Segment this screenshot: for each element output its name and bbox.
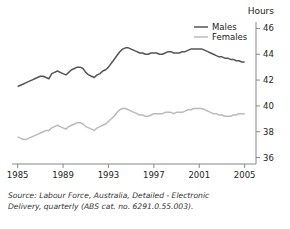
y-tick-label: 36 [263, 153, 274, 163]
x-tick [153, 164, 154, 168]
x-axis: 1985 1989 1993 1997 2001 2005 [7, 164, 256, 180]
y-tick-label: 38 [263, 127, 274, 137]
x-tick-label: 2001 [188, 170, 210, 180]
y-axis-label: Hours [248, 6, 275, 16]
y-tick [256, 131, 260, 132]
legend-swatch [194, 36, 208, 38]
legend-label: Males [212, 22, 237, 32]
y-tick-label: 44 [263, 49, 274, 59]
chart: 1985 1989 1993 1997 2001 2005 36 38 40 42 44 46 Hour… [0, 0, 290, 229]
legend-swatch [194, 26, 208, 28]
y-tick [256, 105, 260, 106]
y-tick [256, 28, 260, 29]
legend-label: Females [212, 32, 248, 42]
series-line [18, 108, 245, 139]
x-tick [244, 164, 245, 168]
y-tick [256, 54, 260, 55]
x-tick-label: 1985 [7, 170, 29, 180]
y-axis-line [256, 22, 257, 164]
x-tick-label: 2005 [234, 170, 256, 180]
y-tick [256, 157, 260, 158]
x-tick-label: 1989 [52, 170, 74, 180]
y-tick-label: 42 [263, 75, 274, 85]
y-tick [256, 80, 260, 81]
x-tick [17, 164, 18, 168]
source-note: Source: Labour Force, Australia, Detaile… [8, 191, 210, 200]
x-tick-label: 1993 [98, 170, 120, 180]
y-tick-label: 46 [263, 23, 274, 33]
legend: MalesFemales [194, 22, 248, 42]
lines [18, 48, 245, 140]
x-tick-label: 1997 [143, 170, 165, 180]
y-axis: 36 38 40 42 44 46 [256, 23, 274, 162]
y-tick-label: 40 [263, 101, 274, 111]
series-line [18, 48, 245, 87]
x-axis-line [12, 164, 256, 165]
source-note: Delivery, quarterly (ABS cat. no. 6291.0… [8, 202, 193, 211]
x-tick [63, 164, 64, 168]
x-tick [108, 164, 109, 168]
chart-container: 1985 1989 1993 1997 2001 2005 36 38 40 42 44 46 Hour… [0, 0, 290, 229]
x-tick [199, 164, 200, 168]
